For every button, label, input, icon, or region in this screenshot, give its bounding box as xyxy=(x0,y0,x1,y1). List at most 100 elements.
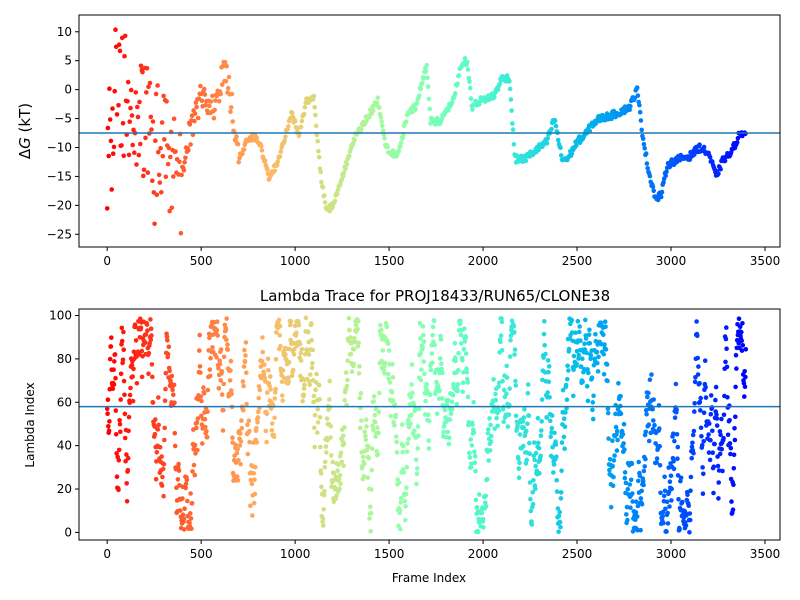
lambda-point xyxy=(667,479,673,485)
lambda-point xyxy=(664,529,669,534)
lambda-point xyxy=(369,487,374,492)
delta-g-point xyxy=(262,158,268,163)
lambda-point xyxy=(562,424,568,430)
lambda-point xyxy=(317,397,322,402)
lambda-point xyxy=(363,437,369,443)
lambda-point xyxy=(525,421,530,427)
lambda-point xyxy=(646,438,652,444)
lambda-point xyxy=(123,458,128,464)
lambda-point xyxy=(406,436,411,442)
lambda-point xyxy=(328,453,334,458)
delta-g-y-tick-label: −5 xyxy=(54,112,72,126)
lambda-point xyxy=(566,346,572,352)
delta-g-point xyxy=(168,154,173,160)
delta-g-point xyxy=(413,106,418,111)
delta-g-point xyxy=(149,127,154,132)
delta-g-x-tick-label: 3000 xyxy=(656,254,687,268)
lambda-point xyxy=(512,352,517,357)
lambda-point xyxy=(465,394,471,400)
lambda-point xyxy=(678,475,684,481)
lambda-point xyxy=(587,327,592,333)
lambda-point xyxy=(430,360,435,366)
lambda-point xyxy=(441,429,446,435)
lambda-point xyxy=(318,444,323,450)
lambda-point xyxy=(688,474,694,480)
delta-g-point xyxy=(644,161,650,166)
lambda-point xyxy=(721,412,727,418)
delta-g-point xyxy=(146,84,151,90)
delta-g-x-tick-label: 0 xyxy=(103,254,111,268)
lambda-point xyxy=(545,358,551,363)
lambda-point xyxy=(636,478,641,484)
lambda-point xyxy=(244,401,249,407)
lambda-point xyxy=(657,426,662,431)
delta-g-axes-frame xyxy=(78,14,781,248)
lambda-point xyxy=(542,370,548,375)
lambda-point xyxy=(663,506,668,512)
lambda-point xyxy=(526,413,532,419)
lambda-point xyxy=(126,414,132,420)
lambda-point xyxy=(415,466,420,471)
lambda-point xyxy=(710,428,715,434)
lambda-point xyxy=(127,392,133,398)
delta-g-point xyxy=(341,170,347,175)
lambda-point xyxy=(531,478,536,483)
lambda-point xyxy=(611,474,616,480)
lambda-point xyxy=(341,441,347,446)
lambda-point xyxy=(483,504,489,509)
lambda-point xyxy=(498,339,503,345)
delta-g-point xyxy=(241,147,247,152)
lambda-point xyxy=(139,348,145,354)
lambda-point xyxy=(107,419,112,424)
lambda-point xyxy=(473,497,479,503)
lambda-point xyxy=(200,441,205,446)
lambda-point xyxy=(242,347,247,353)
delta-g-point xyxy=(116,42,122,47)
delta-g-point xyxy=(259,148,265,153)
delta-g-point xyxy=(425,75,430,81)
delta-g-point xyxy=(292,118,298,124)
lambda-point xyxy=(149,333,154,338)
lambda-point xyxy=(733,414,738,420)
lambda-point xyxy=(450,393,456,398)
lambda-point xyxy=(194,425,199,431)
lambda-point xyxy=(252,491,258,497)
lambda-point xyxy=(528,508,534,514)
lambda-point xyxy=(563,382,569,388)
lambda-point xyxy=(372,419,378,425)
lambda-point xyxy=(172,443,178,449)
delta-g-point xyxy=(650,184,656,190)
lambda-point xyxy=(553,442,559,447)
lambda-point xyxy=(464,369,470,375)
lambda-point xyxy=(376,409,382,415)
lambda-point xyxy=(312,413,318,418)
delta-g-point xyxy=(218,91,223,97)
lambda-point xyxy=(336,476,342,482)
lambda-point xyxy=(684,513,689,518)
lambda-point xyxy=(390,375,396,380)
lambda-point xyxy=(322,489,327,494)
lambda-point xyxy=(430,332,436,338)
lambda-point xyxy=(277,323,283,329)
delta-g-point xyxy=(213,98,218,103)
delta-g-point xyxy=(367,114,372,120)
lambda-point xyxy=(216,365,221,371)
lambda-point xyxy=(266,367,271,373)
delta-g-y-ticks: 10 5 0 −5 −10 −15 −20 −25 xyxy=(47,25,79,241)
lambda-point xyxy=(716,496,721,501)
lambda-point xyxy=(552,430,557,436)
lambda-point xyxy=(126,428,131,434)
delta-g-point xyxy=(105,125,111,131)
lambda-point xyxy=(406,424,412,430)
lambda-point xyxy=(623,480,629,486)
lambda-point xyxy=(516,456,521,462)
lambda-point xyxy=(536,440,541,446)
lambda-point xyxy=(251,471,257,476)
lambda-point xyxy=(412,428,417,434)
lambda-trace-panel: Lambda Trace for PROJ18433/RUN65/CLONE38… xyxy=(23,287,781,585)
lambda-point xyxy=(550,445,555,450)
delta-g-point xyxy=(109,187,114,192)
lambda-point xyxy=(195,416,201,421)
lambda-point xyxy=(439,396,445,401)
delta-g-point xyxy=(378,114,384,120)
